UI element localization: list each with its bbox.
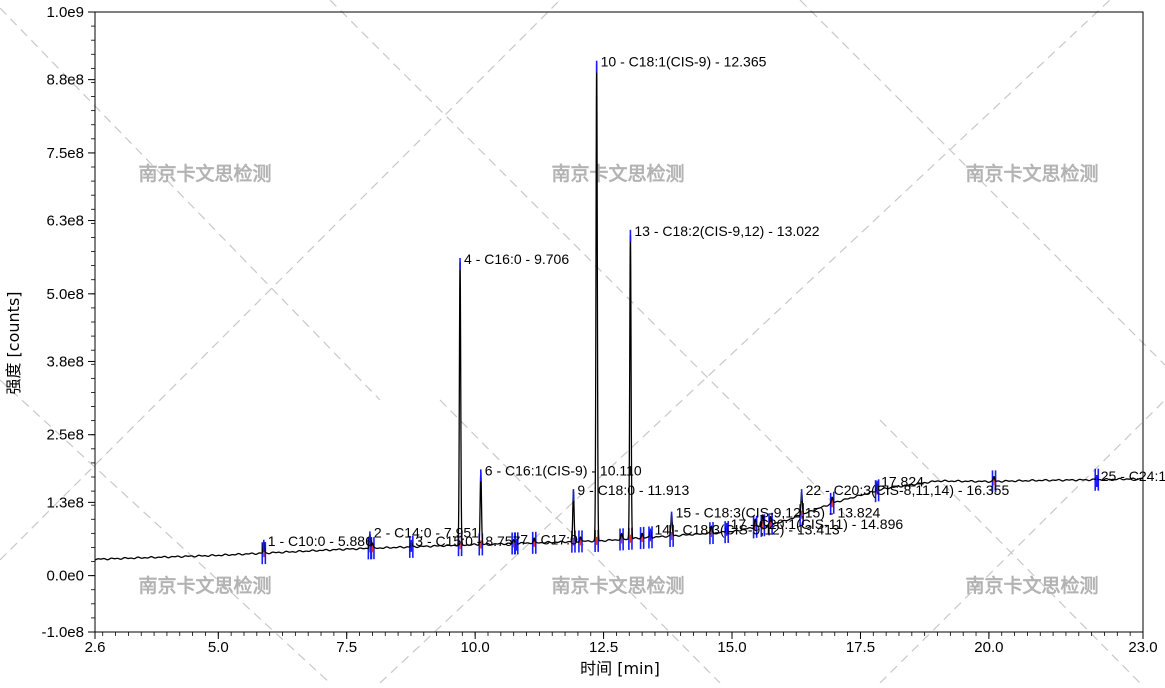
watermark-line (329, 0, 851, 521)
watermark-line (879, 419, 1141, 684)
peak-label: 22 - C20:3(CIS-8,11,14) - 16.355 (806, 482, 1010, 498)
x-tick-label: 7.5 (336, 639, 357, 656)
watermark-text: 南京卡文思检测 (965, 574, 1098, 597)
chromatogram-trace (94, 63, 1143, 561)
peak-label: 13 - C18:2(CIS-9,12) - 13.022 (634, 223, 819, 239)
y-tick-label: 7.5e8 (46, 145, 84, 162)
x-tick-label: 10.0 (461, 639, 490, 656)
y-tick-label: 2.5e8 (46, 427, 84, 444)
peak-label: 10 - C18:1(CIS-9) - 12.365 (601, 54, 767, 70)
y-tick-label: 0.0e0 (46, 568, 84, 585)
peak-label: 3 - C15:0 - 8.757 (415, 533, 520, 549)
y-tick-label: 6.3e8 (46, 213, 84, 230)
peak-label: 15 - C18:3(CIS-9,12,15) - 13.824 (676, 505, 881, 521)
peak-label: 7 - C17:0 (520, 532, 578, 548)
watermark-text: 南京卡文思检测 (551, 574, 684, 597)
watermark-line (0, 0, 561, 561)
watermark-text: 南京卡文思检测 (965, 162, 1098, 185)
x-tick-label: 23.0 (1128, 639, 1157, 656)
y-tick-label: -1.0e8 (41, 624, 84, 641)
peak-label: 6 - C16:1(CIS-9) - 10.110 (485, 462, 642, 478)
peak-label: 4 - C16:0 - 9.706 (464, 251, 569, 267)
x-tick-label: 5.0 (208, 639, 229, 656)
peak-label: 14 - C18:3(CIS-9,12) - 13.413 (654, 522, 839, 538)
watermark-line (0, 7, 381, 401)
x-tick-label: 20.0 (974, 639, 1003, 656)
y-tick-label: 1.0e9 (46, 4, 84, 21)
x-tick-label: 15.0 (717, 639, 746, 656)
y-tick-label: 1.3e8 (46, 494, 84, 511)
x-tick-label: 12.5 (589, 639, 618, 656)
peak-label: 17 - C20:1(CIS-11) - 14.896 (731, 516, 904, 532)
watermark-text: 南京卡文思检测 (551, 162, 684, 185)
peak-label: 1 - C10:0 - 5.886 (268, 533, 373, 549)
y-tick-label: 8.8e8 (46, 72, 84, 89)
x-tick-label: 17.5 (846, 639, 875, 656)
watermark-line (379, 0, 1111, 684)
watermark-line (879, 399, 1165, 684)
watermark-line (799, 0, 1165, 366)
y-axis-label: 强度 [counts] (4, 291, 23, 394)
peak-label: 9 - C18:0 - 11.913 (577, 482, 689, 498)
watermark-text: 南京卡文思检测 (138, 574, 271, 597)
x-tick-label: 2.6 (85, 639, 106, 656)
y-tick-label: 3.8e8 (46, 353, 84, 370)
peak-label: 17.824 (881, 474, 924, 490)
x-axis-label: 时间 [min] (580, 659, 660, 678)
peak-label: 25 - C24:1 (1101, 468, 1165, 484)
y-tick-label: 5.0e8 (46, 286, 84, 303)
peak-label: 2 - C14:0 - 7.951 (374, 524, 479, 540)
watermark-text: 南京卡文思检测 (138, 162, 271, 185)
